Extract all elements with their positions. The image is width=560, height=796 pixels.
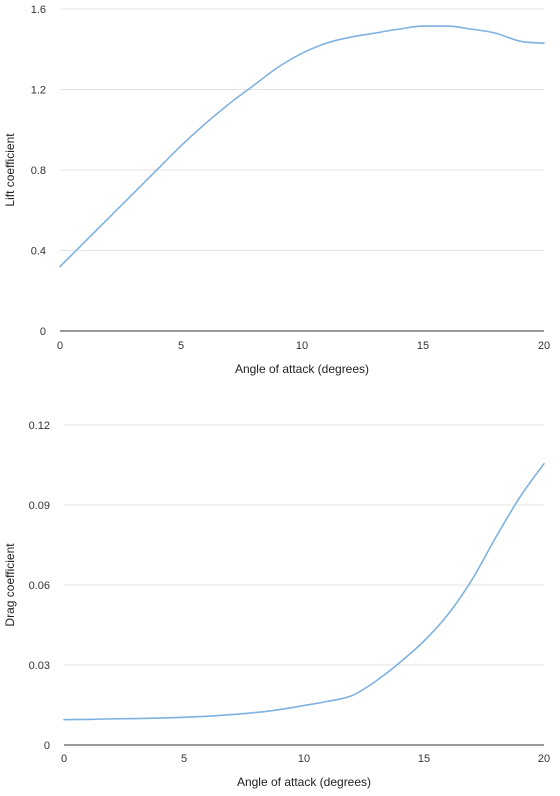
lift-x-tick-label: 10 bbox=[296, 340, 308, 352]
drag-series-line bbox=[63, 462, 545, 721]
drag-x-tick-label: 0 bbox=[61, 753, 67, 765]
lift-y-tick-label: 0.8 bbox=[31, 165, 46, 177]
drag-y-tick-label: 0.12 bbox=[29, 420, 50, 432]
drag-y-tick-label: 0.09 bbox=[29, 500, 50, 512]
drag-x-axis-title: Angle of attack (degrees) bbox=[237, 775, 371, 789]
drag-x-tick-label: 10 bbox=[298, 753, 310, 765]
lift-y-tick-label: 1.6 bbox=[31, 4, 46, 16]
lift-x-axis-title: Angle of attack (degrees) bbox=[235, 362, 369, 376]
lift-x-tick-label: 20 bbox=[538, 340, 550, 352]
drag-x-tick-label: 15 bbox=[418, 753, 430, 765]
drag-chart: 0 0.03 0.06 0.09 0.12 0 5 10 15 20 Angle of attack… bbox=[3, 420, 550, 789]
lift-y-tick-label: 0.4 bbox=[31, 246, 46, 258]
lift-x-tick-label: 5 bbox=[178, 340, 184, 352]
drag-y-tick-label: 0.03 bbox=[29, 660, 50, 672]
lift-series-line bbox=[59, 25, 545, 268]
lift-x-tick-label: 15 bbox=[417, 340, 429, 352]
drag-y-tick-label: 0 bbox=[44, 740, 50, 752]
drag-y-tick-label: 0.06 bbox=[29, 580, 50, 592]
drag-x-tick-label: 20 bbox=[538, 753, 550, 765]
lift-x-tick-label: 0 bbox=[57, 340, 63, 352]
drag-x-tick-label: 5 bbox=[181, 753, 187, 765]
lift-y-tick-label: 1.2 bbox=[31, 85, 46, 97]
lift-chart: 0 0.4 0.8 1.2 1.6 0 5 10 15 20 Angle of attack (de… bbox=[3, 4, 550, 376]
lift-y-axis-title: Lift coefficient bbox=[3, 133, 17, 207]
lift-y-tick-label: 0 bbox=[40, 326, 46, 338]
drag-y-axis-title: Drag coefficient bbox=[3, 543, 17, 627]
